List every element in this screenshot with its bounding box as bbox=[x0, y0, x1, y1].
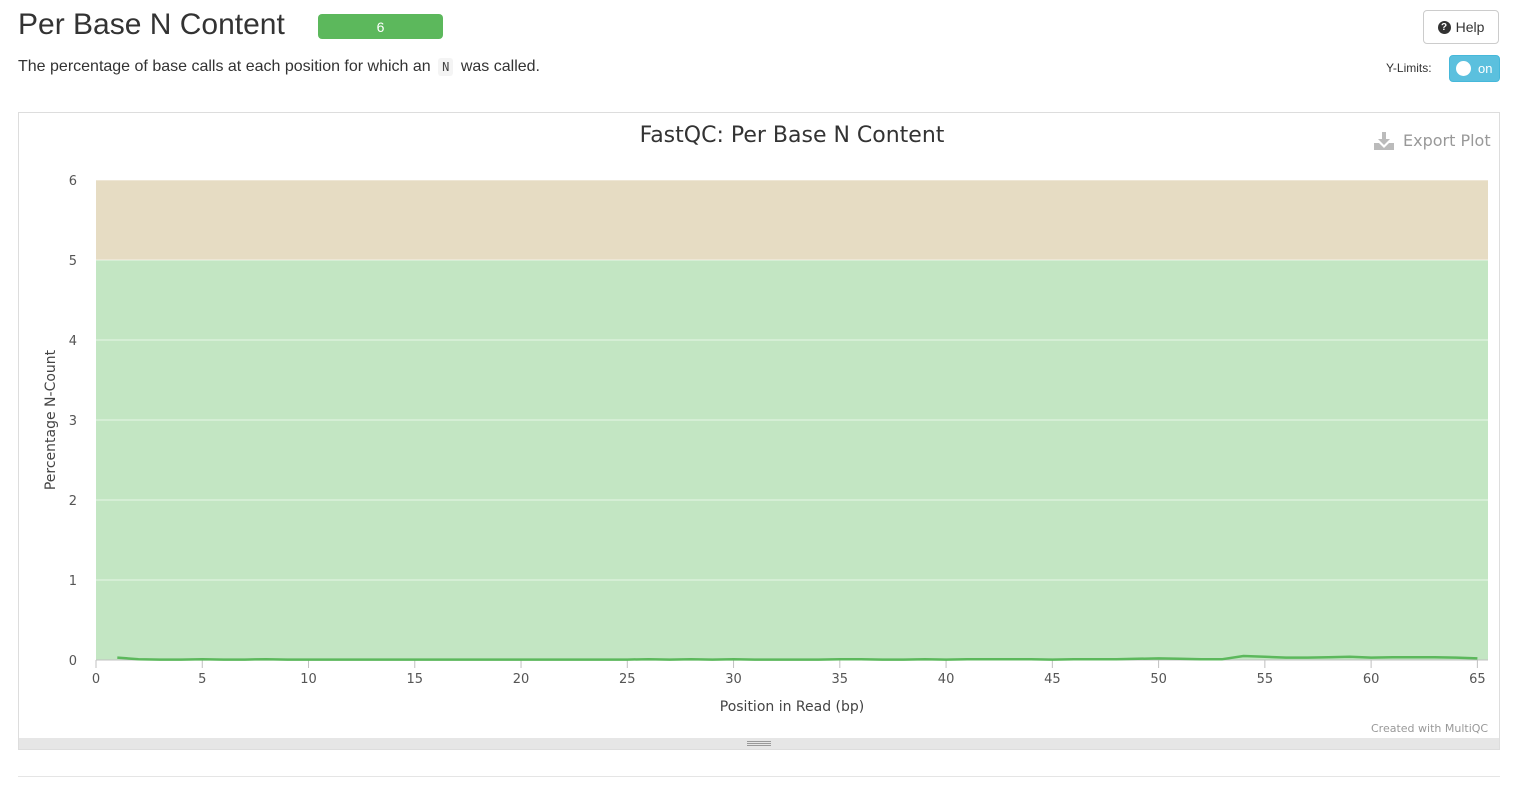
x-tick-label: 15 bbox=[407, 672, 424, 687]
multiqc-credit: Created with MultiQC bbox=[1371, 722, 1489, 735]
y-tick-label: 4 bbox=[69, 334, 77, 349]
toggle-knob bbox=[1456, 61, 1471, 76]
section-description: The percentage of base calls at each pos… bbox=[18, 58, 540, 76]
y-tick-label: 5 bbox=[69, 254, 77, 269]
question-circle-icon: ? bbox=[1437, 20, 1451, 34]
x-tick-label: 65 bbox=[1469, 672, 1486, 687]
description-text-end: was called. bbox=[460, 58, 540, 75]
ylimits-toggle[interactable]: on bbox=[1449, 55, 1500, 82]
y-tick-label: 3 bbox=[69, 414, 77, 429]
band-1 bbox=[96, 180, 1488, 260]
x-tick-label: 25 bbox=[619, 672, 636, 687]
y-axis-ticks: 0 1 2 3 4 5 6 bbox=[69, 174, 77, 669]
chart-series bbox=[117, 654, 1478, 661]
x-tick-label: 20 bbox=[513, 672, 530, 687]
description-code: N bbox=[438, 58, 454, 76]
x-tick-label: 50 bbox=[1150, 672, 1167, 687]
x-tick-label: 5 bbox=[198, 672, 206, 687]
help-label: Help bbox=[1455, 19, 1485, 35]
x-tick-label: 55 bbox=[1257, 672, 1274, 687]
help-button[interactable]: ? Help bbox=[1423, 10, 1499, 44]
y-tick-label: 6 bbox=[69, 174, 77, 189]
description-text: The percentage of base calls at each pos… bbox=[18, 58, 431, 75]
series-line-0[interactable] bbox=[117, 654, 1478, 661]
status-badge: 6 bbox=[318, 14, 443, 39]
x-tick-label: 45 bbox=[1044, 672, 1061, 687]
download-icon bbox=[1374, 131, 1394, 150]
y-tick-label: 0 bbox=[69, 654, 77, 669]
toggle-label: on bbox=[1478, 61, 1493, 76]
export-plot-label: Export Plot bbox=[1403, 131, 1491, 150]
plot-resize-handle[interactable] bbox=[19, 738, 1499, 749]
x-tick-label: 60 bbox=[1363, 672, 1380, 687]
ylimits-label: Y-Limits: bbox=[1386, 61, 1432, 75]
x-tick-label: 35 bbox=[832, 672, 849, 687]
export-plot-button[interactable]: Export Plot bbox=[1373, 131, 1491, 150]
x-axis-ticks: 0 5 10 15 20 25 30 35 40 45 50 55 60 65 bbox=[92, 660, 1486, 687]
x-axis-label: Position in Read (bp) bbox=[720, 699, 865, 715]
page-title: Per Base N Content bbox=[18, 8, 285, 41]
chart-bands bbox=[96, 180, 1488, 660]
section-divider bbox=[18, 776, 1500, 777]
x-tick-label: 40 bbox=[938, 672, 955, 687]
x-tick-label: 10 bbox=[300, 672, 317, 687]
band-0 bbox=[96, 260, 1488, 660]
x-tick-label: 30 bbox=[725, 672, 742, 687]
y-axis-label: Percentage N-Count bbox=[43, 349, 59, 490]
y-tick-label: 2 bbox=[69, 494, 77, 509]
chart-title: FastQC: Per Base N Content bbox=[640, 123, 945, 148]
resize-grip-icon bbox=[747, 741, 771, 746]
x-tick-label: 0 bbox=[92, 672, 100, 687]
y-tick-label: 1 bbox=[69, 574, 77, 589]
